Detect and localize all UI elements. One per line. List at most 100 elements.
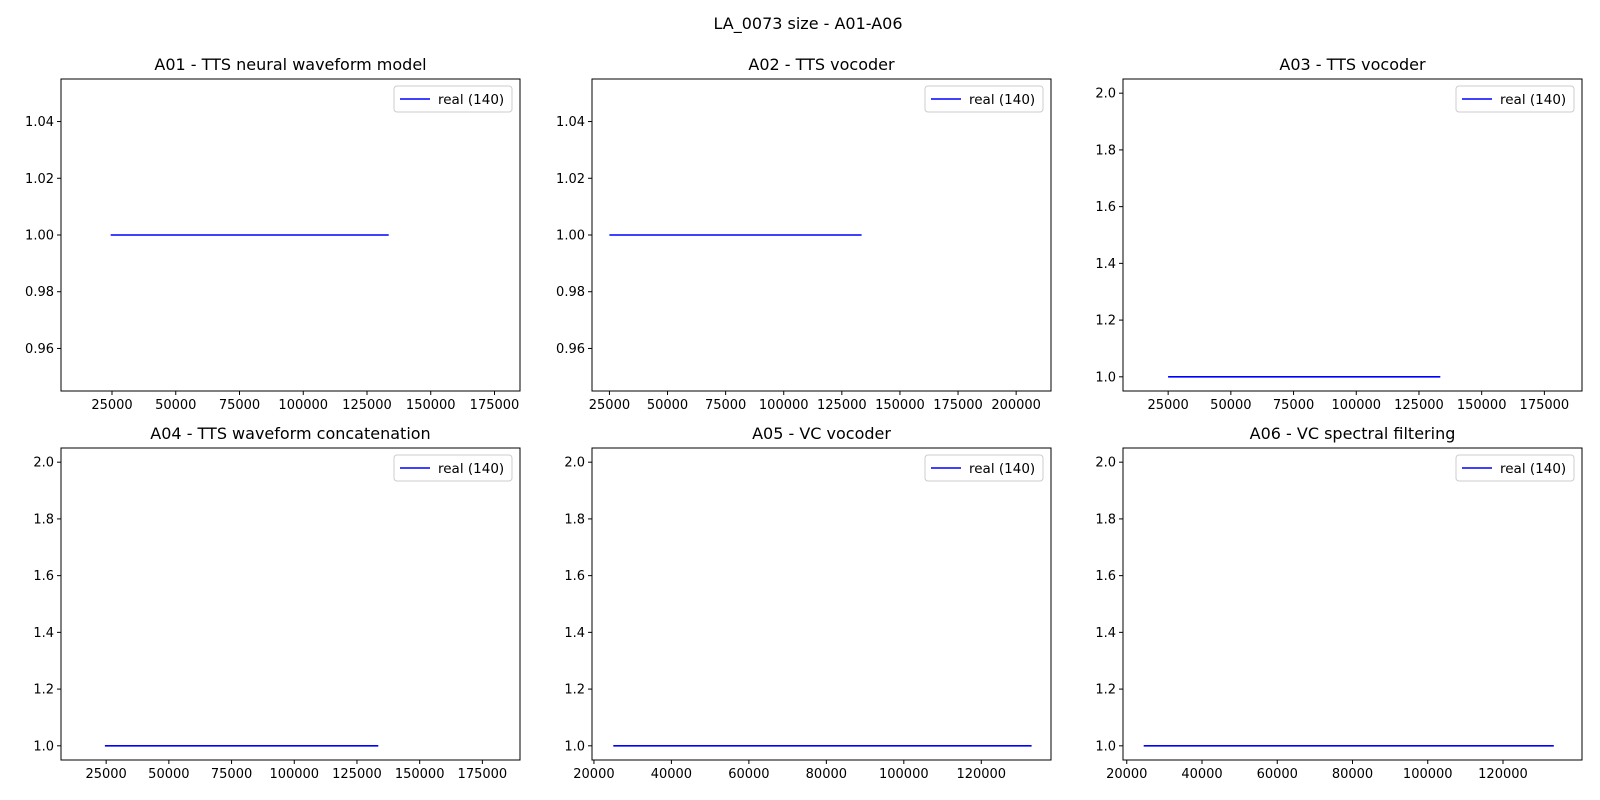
panel-5-ytick-label: 2.0 — [564, 456, 585, 471]
panel-1-legend-label: real (140) — [438, 92, 504, 108]
panel-6-ytick-label: 2.0 — [1095, 456, 1116, 471]
panel-5-legend: real (140) — [924, 454, 1044, 482]
panel-1-ytick-label: 0.98 — [25, 285, 54, 300]
panel-4-legend-label: real (140) — [438, 461, 504, 477]
panel-3-legend-box — [1455, 85, 1575, 113]
subplot-grid: A01 - TTS neural waveform model 25000 5000… — [25, 55, 1583, 782]
panel-4-xtick-label: 75000 — [211, 767, 252, 782]
panel-5-ytick-label: 1.0 — [564, 739, 585, 754]
panel-3-xtick-label: 25000 — [1147, 398, 1188, 413]
panel-2-xtick-label: 175000 — [933, 398, 983, 413]
panel-1-ytick-label: 1.00 — [25, 229, 54, 244]
panel-1-xtick-label: 50000 — [155, 398, 196, 413]
panel-2-xtick-label: 25000 — [589, 398, 630, 413]
panel-6-ytick-label: 1.4 — [1095, 626, 1116, 641]
panel-4-xtick-label: 125000 — [332, 767, 382, 782]
panel-3-xtick-label: 100000 — [1331, 398, 1381, 413]
panel-6-legend: real (140) — [1455, 454, 1575, 482]
panel-5-xtick-label: 80000 — [806, 767, 847, 782]
panel-1-ytick-label: 0.96 — [25, 342, 54, 357]
figure-title: LA_0073 size - A01-A06 — [713, 14, 902, 34]
panel-4-xtick-label: 100000 — [269, 767, 319, 782]
panel-3-xtick-label: 150000 — [1457, 398, 1507, 413]
panel-2-ytick-label: 0.96 — [556, 342, 585, 357]
panel-4-legend-box — [393, 454, 513, 482]
panel-6-xtick-label: 40000 — [1181, 767, 1222, 782]
panel-2-xtick-label: 50000 — [647, 398, 688, 413]
panel-3-ytick-label: 2.0 — [1095, 87, 1116, 102]
panel-3-ytick-label: 1.2 — [1095, 314, 1116, 329]
panel-4-ytick-label: 1.0 — [33, 739, 54, 754]
panel-5-xtick-label: 100000 — [879, 767, 929, 782]
panel-5-axes-frame — [591, 447, 1052, 761]
panel-6-xtick-label: 80000 — [1332, 767, 1373, 782]
panel-2-xtick-label: 125000 — [817, 398, 867, 413]
panel-6-xtick-label: 20000 — [1106, 767, 1147, 782]
panel-4-ytick-label: 1.2 — [33, 683, 54, 698]
panel-1-ytick-label: 1.04 — [25, 115, 54, 130]
panel-3-ytick-label: 1.8 — [1095, 143, 1116, 158]
panel-6-title: A06 - VC spectral filtering — [1250, 424, 1456, 443]
panel-1-xtick-label: 175000 — [470, 398, 520, 413]
panel-5-ytick-label: 1.8 — [564, 512, 585, 527]
panel-3-legend: real (140) — [1455, 85, 1575, 113]
panel-3-ytick-label: 1.6 — [1095, 200, 1116, 215]
panel-1-xtick-label: 100000 — [278, 398, 328, 413]
panel-5-ytick-label: 1.4 — [564, 626, 585, 641]
panel-5-xtick-label: 20000 — [573, 767, 614, 782]
panel-4-xtick-label: 25000 — [85, 767, 126, 782]
panel-3-xtick-label: 50000 — [1210, 398, 1251, 413]
panel-1-xtick-label: 150000 — [406, 398, 456, 413]
panel-4-xtick-label: 175000 — [458, 767, 508, 782]
panel-3-xtick-label: 125000 — [1394, 398, 1444, 413]
panel-6-xtick-label: 120000 — [1478, 767, 1528, 782]
panel-3-legend-label: real (140) — [1500, 92, 1566, 108]
panel-1-ytick-label: 1.02 — [25, 172, 54, 187]
panel-1-xtick-label: 25000 — [91, 398, 132, 413]
panel-6-ytick-label: 1.2 — [1095, 683, 1116, 698]
panel-2-legend-box — [924, 85, 1044, 113]
panel-4-xtick-label: 150000 — [395, 767, 445, 782]
panel-1-legend: real (140) — [393, 85, 513, 113]
panel-4-title: A04 - TTS waveform concatenation — [150, 424, 430, 443]
panel-3: A03 - TTS vocoder 25000 50000 75000 100000 12… — [1095, 55, 1583, 413]
panel-3-xtick-label: 175000 — [1520, 398, 1570, 413]
panel-3-axes-frame — [1122, 78, 1583, 392]
panel-5: A05 - VC vocoder 20000 40000 60000 80000 1000… — [564, 424, 1052, 782]
panel-6-xtick-label: 100000 — [1403, 767, 1453, 782]
panel-6: A06 - VC spectral filtering 20000 40000 600… — [1095, 424, 1583, 782]
panel-3-ytick-label: 1.4 — [1095, 257, 1116, 272]
panel-1-legend-box — [393, 85, 513, 113]
panel-2-ytick-label: 1.02 — [556, 172, 585, 187]
panel-2: A02 - TTS vocoder 25000 50000 75000 100000 12… — [556, 55, 1052, 413]
panel-6-ytick-label: 1.0 — [1095, 739, 1116, 754]
panel-3-ytick-label: 1.0 — [1095, 370, 1116, 385]
panel-5-legend-box — [924, 454, 1044, 482]
panel-5-xtick-label: 60000 — [728, 767, 769, 782]
panel-5-legend-label: real (140) — [969, 461, 1035, 477]
panel-6-xtick-label: 60000 — [1257, 767, 1298, 782]
panel-4-axes-frame — [60, 447, 521, 761]
panel-2-legend-label: real (140) — [969, 92, 1035, 108]
panel-2-legend: real (140) — [924, 85, 1044, 113]
panel-4-ytick-label: 1.8 — [33, 512, 54, 527]
panel-4-ytick-label: 1.6 — [33, 569, 54, 584]
panel-5-title: A05 - VC vocoder — [752, 424, 891, 443]
panel-2-xtick-label: 200000 — [991, 398, 1041, 413]
panel-5-ytick-label: 1.2 — [564, 683, 585, 698]
panel-1-xtick-label: 125000 — [342, 398, 392, 413]
panel-2-ytick-label: 0.98 — [556, 285, 585, 300]
panel-6-ytick-label: 1.6 — [1095, 569, 1116, 584]
panel-1-xtick-label: 75000 — [219, 398, 260, 413]
panel-6-legend-box — [1455, 454, 1575, 482]
panel-4-legend: real (140) — [393, 454, 513, 482]
panel-2-ytick-label: 1.04 — [556, 115, 585, 130]
panel-2-xtick-label: 100000 — [759, 398, 809, 413]
panel-4: A04 - TTS waveform concatenation 25000 500… — [33, 424, 521, 782]
panel-6-ytick-label: 1.8 — [1095, 512, 1116, 527]
panel-2-xtick-label: 150000 — [875, 398, 925, 413]
panel-6-axes-frame — [1122, 447, 1583, 761]
panel-5-xtick-label: 120000 — [956, 767, 1006, 782]
panel-4-ytick-label: 2.0 — [33, 456, 54, 471]
